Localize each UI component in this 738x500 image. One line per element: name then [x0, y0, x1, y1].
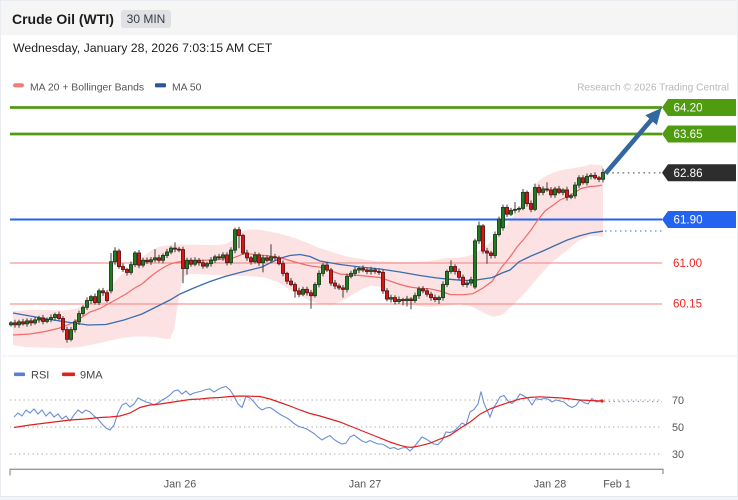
svg-text:MA 20 + Bollinger Bands: MA 20 + Bollinger Bands	[30, 83, 144, 94]
svg-text:62.86: 62.86	[674, 167, 703, 180]
svg-text:Research © 2026 Trading Centra: Research © 2026 Trading Central	[577, 83, 729, 94]
svg-text:RSI: RSI	[31, 370, 49, 382]
svg-text:50: 50	[672, 422, 684, 434]
svg-text:Jan 26: Jan 26	[164, 479, 196, 491]
svg-text:64.20: 64.20	[674, 102, 703, 115]
svg-text:70: 70	[672, 395, 684, 407]
svg-text:9MA: 9MA	[80, 370, 103, 382]
svg-text:30: 30	[672, 449, 684, 461]
svg-text:Jan 28: Jan 28	[534, 479, 566, 491]
svg-text:60.15: 60.15	[673, 298, 702, 311]
svg-text:MA 50: MA 50	[172, 83, 202, 94]
svg-text:61.90: 61.90	[674, 214, 703, 227]
svg-text:Jan 27: Jan 27	[349, 479, 381, 491]
svg-text:Feb 1: Feb 1	[603, 479, 631, 491]
svg-text:63.65: 63.65	[674, 128, 703, 141]
svg-text:61.00: 61.00	[673, 257, 702, 270]
